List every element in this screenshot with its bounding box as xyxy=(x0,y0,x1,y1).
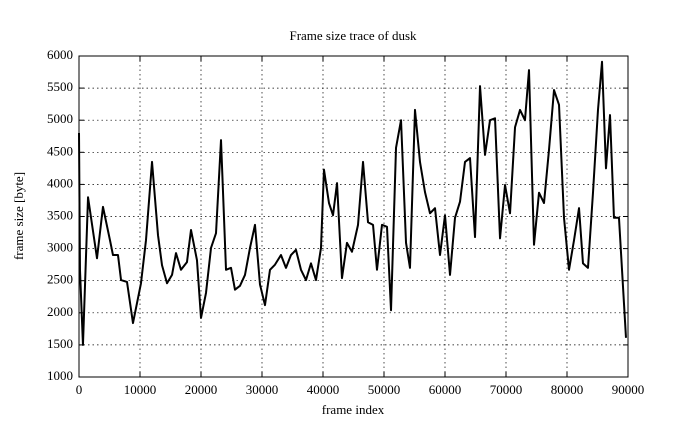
x-tick-label: 70000 xyxy=(490,382,523,397)
y-tick-label: 2000 xyxy=(47,304,73,319)
y-tick-label: 1000 xyxy=(47,368,73,383)
x-tick-label: 90000 xyxy=(612,382,645,397)
x-tick-label: 40000 xyxy=(307,382,340,397)
y-tick-label: 6000 xyxy=(47,47,73,62)
y-tick-label: 5500 xyxy=(47,79,73,94)
data-line xyxy=(78,60,627,346)
y-tick-label: 5000 xyxy=(47,111,73,126)
y-tick-label: 4000 xyxy=(47,175,73,190)
chart-title: Frame size trace of dusk xyxy=(289,28,417,43)
x-tick-label: 20000 xyxy=(185,382,218,397)
y-tick-label: 2500 xyxy=(47,272,73,287)
y-tick-label: 3000 xyxy=(47,240,73,255)
x-tick-label: 0 xyxy=(76,382,83,397)
y-tick-label: 3500 xyxy=(47,207,73,222)
y-tick-label: 4500 xyxy=(47,143,73,158)
x-axis-label: frame index xyxy=(322,402,385,417)
x-tick-label: 50000 xyxy=(368,382,401,397)
x-tick-label: 60000 xyxy=(429,382,462,397)
x-tick-label: 10000 xyxy=(124,382,157,397)
y-tick-label: 1500 xyxy=(47,336,73,351)
x-tick-label: 80000 xyxy=(551,382,584,397)
x-tick-label: 30000 xyxy=(246,382,279,397)
y-axis-label: frame size [byte] xyxy=(11,172,26,260)
